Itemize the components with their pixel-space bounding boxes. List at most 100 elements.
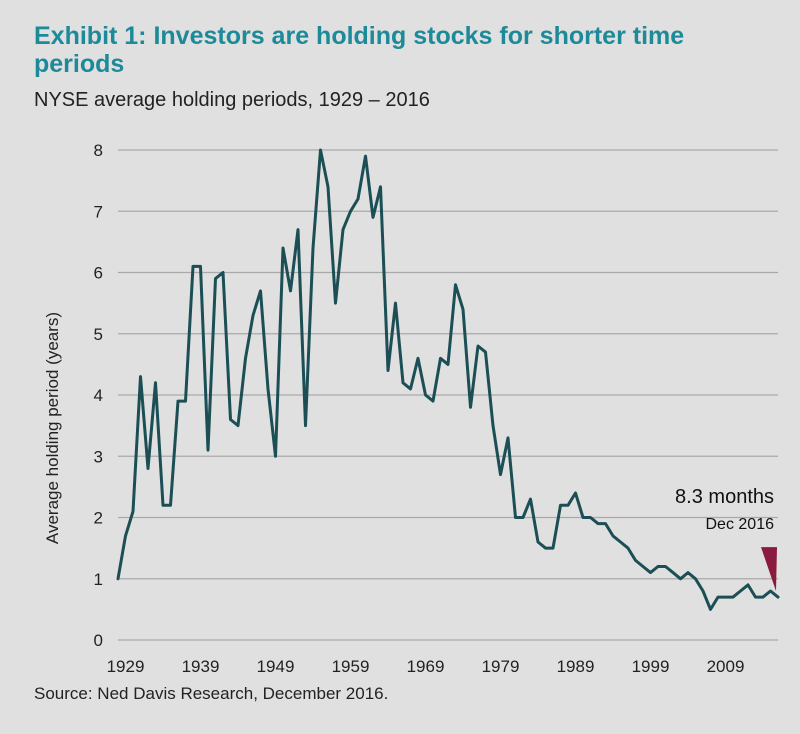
series-point [319,149,321,151]
series-point [409,388,411,390]
series-point [402,382,404,384]
x-tick-label: 1939 [182,657,220,676]
series-point [364,155,366,157]
gridlines [118,149,778,641]
series-point [552,547,554,549]
y-tick-label: 0 [94,631,103,650]
series-point [507,437,509,439]
holding-period-series-line [116,148,780,611]
x-tick-label: 1979 [482,657,520,676]
series-point [139,375,141,377]
series-point [244,357,246,359]
series-point [664,565,666,567]
latest-value-marker [761,547,777,592]
y-axis-tick-labels: 0 1 2 3 4 5 6 7 8 [94,141,103,650]
annotation-value: 8.3 months [675,486,774,508]
series-point [604,522,606,524]
series-point [117,578,119,580]
series-point [394,302,396,304]
series-point [304,424,306,426]
x-tick-label: 1989 [557,657,595,676]
series-point [627,547,629,549]
series-point [342,228,344,230]
series-point [537,541,539,543]
series-point [522,516,524,518]
chart-title: Exhibit 1: Investors are holding stocks … [34,22,685,78]
series-point [559,504,561,506]
series-point [657,565,659,567]
series-point [642,565,644,567]
series-point [724,596,726,598]
series-point [154,382,156,384]
series-point [424,394,426,396]
chart-subtitle: NYSE average holding periods, 1929 – 201… [34,89,430,111]
series-point [439,357,441,359]
series-point [687,571,689,573]
series-point [267,388,269,390]
source-note: Source: Ned Davis Research, December 201… [34,684,389,703]
series-point [589,516,591,518]
series-point [387,369,389,371]
series-point [229,418,231,420]
series-point [619,541,621,543]
series-point [762,596,764,598]
series-point [634,559,636,561]
series-point [207,449,209,451]
y-tick-label: 6 [94,264,103,283]
series-point [739,590,741,592]
series-point [649,571,651,573]
series-point [162,504,164,506]
series-point [124,535,126,537]
series-point [567,504,569,506]
series-point [612,535,614,537]
series-point [349,210,351,212]
series-point [597,522,599,524]
series-point [237,424,239,426]
y-tick-label: 3 [94,447,103,466]
x-tick-label: 1969 [407,657,445,676]
y-tick-label: 7 [94,202,103,221]
series-point [372,216,374,218]
series-point [492,424,494,426]
x-tick-label: 1999 [632,657,670,676]
series-point [709,608,711,610]
series-point [777,596,779,598]
series-point [222,271,224,273]
y-tick-label: 2 [94,509,103,528]
x-tick-label: 1949 [257,657,295,676]
series-points [117,149,779,611]
series-point [252,314,254,316]
series-point [484,351,486,353]
y-tick-label: 1 [94,570,103,589]
series-point [544,547,546,549]
series-point [289,290,291,292]
annotation-date: Dec 2016 [706,516,775,533]
series-point [169,504,171,506]
x-tick-label: 1959 [332,657,370,676]
y-axis-title: Average holding period (years) [43,312,62,544]
series-point [259,290,261,292]
series-point [184,400,186,402]
series-point [327,186,329,188]
series-point [454,284,456,286]
series-point [477,345,479,347]
series-point [529,498,531,500]
series-point [672,571,674,573]
series-point [747,584,749,586]
series-point [177,400,179,402]
series-point [462,308,464,310]
series-point [732,596,734,598]
y-tick-label: 4 [94,386,103,405]
y-tick-label: 5 [94,325,103,344]
series-point [432,400,434,402]
series-point [574,492,576,494]
series-point [514,516,516,518]
series-point [447,363,449,365]
series-point [297,228,299,230]
series-point [147,467,149,469]
series-point [334,302,336,304]
series-point [417,357,419,359]
series-point [702,590,704,592]
series-point [499,473,501,475]
x-axis-tick-labels: 1929 1939 1949 1959 1969 1979 1989 1999 2009 [107,657,745,676]
